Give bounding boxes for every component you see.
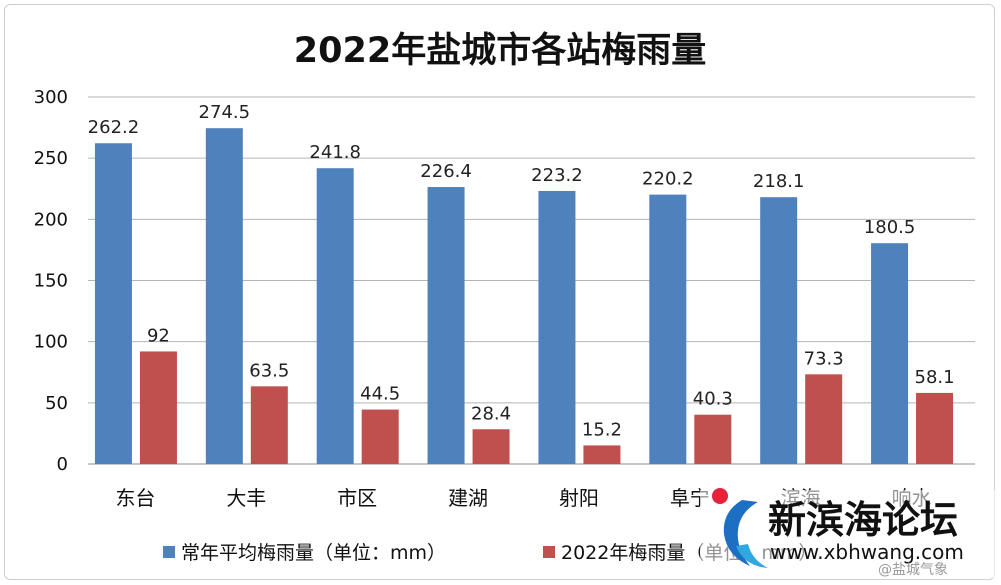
- watermark-logo-icon: [723, 500, 758, 566]
- bar-average: [205, 128, 243, 464]
- bar-average: [538, 190, 576, 464]
- y-tick-label: 300: [34, 87, 68, 108]
- data-label-2022: 28.4: [471, 403, 511, 424]
- watermark-url: www.xbhwang.com: [770, 540, 964, 564]
- x-category-label: 东台: [115, 486, 155, 510]
- y-tick-label: 150: [34, 271, 68, 292]
- bar-2022: [139, 351, 177, 464]
- y-tick-label: 200: [34, 209, 68, 230]
- y-tick-label: 250: [34, 148, 68, 169]
- y-axis-ticks: 0 50 100 150 200 250 300: [34, 87, 68, 475]
- data-label-2022: 73.3: [804, 348, 844, 369]
- chart-title: 2022年盐城市各站梅雨量: [294, 30, 706, 71]
- data-label-average: 180.5: [864, 217, 916, 238]
- legend-swatch-2022: [543, 546, 555, 558]
- bar-2022: [250, 386, 288, 464]
- bar-2022: [916, 392, 954, 464]
- y-tick-label: 0: [57, 454, 68, 475]
- data-label-average: 262.2: [88, 117, 140, 138]
- watermark-logo-swoosh-icon: [736, 544, 768, 568]
- legend-swatch-average: [163, 546, 175, 558]
- data-label-average: 218.1: [753, 171, 805, 192]
- bar-2022: [361, 409, 399, 464]
- data-label-average: 226.4: [420, 161, 472, 182]
- bar-average: [316, 168, 354, 464]
- bar-average: [94, 143, 132, 464]
- bars: [94, 128, 954, 465]
- watermark-source: @盐城气象: [878, 562, 948, 578]
- data-label-average: 274.5: [199, 102, 251, 123]
- x-category-label: 大丰: [226, 486, 266, 510]
- x-category-label: 建湖: [448, 486, 488, 510]
- bar-2022: [583, 445, 621, 464]
- chart-frame: [4, 4, 995, 580]
- data-labels: 262.2 92 274.5 63.5 241.8 44.5 226.4 28.4 223.2 1…: [88, 102, 955, 440]
- bar-2022: [694, 414, 732, 464]
- watermark: 新滨海论坛 www.xbhwang.com @盐城气象: [700, 488, 995, 578]
- x-category-label: 射阳: [559, 486, 599, 510]
- x-category-label: 市区: [337, 486, 377, 510]
- bar-2022: [805, 374, 843, 464]
- y-tick-label: 100: [34, 332, 68, 353]
- watermark-forum-name: 新滨海论坛: [768, 498, 958, 542]
- data-label-2022: 92: [147, 325, 170, 346]
- data-label-average: 220.2: [642, 169, 694, 190]
- legend-label-average: 常年平均梅雨量（单位：mm）: [181, 542, 446, 564]
- bar-average: [427, 187, 465, 464]
- data-label-2022: 58.1: [915, 367, 955, 388]
- data-label-average: 241.8: [309, 142, 361, 163]
- data-label-2022: 40.3: [693, 389, 733, 410]
- data-label-2022: 44.5: [360, 384, 400, 405]
- bar-average: [871, 243, 909, 464]
- bar-average: [760, 197, 798, 465]
- data-label-2022: 63.5: [249, 360, 289, 381]
- bar-2022: [472, 429, 510, 464]
- watermark-red-dot: [712, 488, 728, 504]
- y-tick-label: 50: [45, 393, 68, 414]
- bar-average: [649, 194, 687, 464]
- data-label-2022: 15.2: [582, 419, 622, 440]
- data-label-average: 223.2: [531, 165, 583, 186]
